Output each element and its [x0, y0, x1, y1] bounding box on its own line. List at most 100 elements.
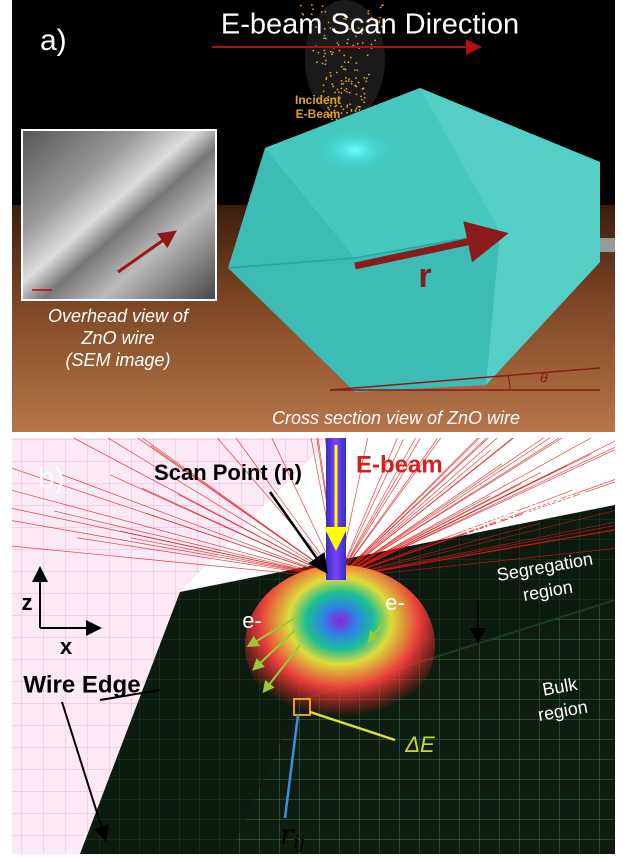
dot [361, 27, 364, 30]
dot [354, 69, 356, 71]
ray [12, 520, 339, 579]
dot [368, 73, 370, 76]
dot [310, 23, 313, 26]
scan-point-label: Scan Point (n) [154, 460, 302, 485]
electron-arrow [252, 629, 296, 671]
dot [357, 105, 360, 108]
ray [337, 548, 615, 579]
ray [337, 438, 515, 579]
dot [323, 34, 326, 37]
dot [324, 10, 327, 13]
dot [324, 63, 327, 66]
angle-line [329, 367, 601, 391]
dot [355, 85, 358, 88]
ray [141, 487, 339, 579]
dot [348, 91, 351, 94]
dot [356, 42, 359, 45]
beam-spot [315, 128, 395, 172]
wire-edge-label: Wire Edge [23, 671, 140, 698]
dot [370, 43, 373, 46]
dot [357, 27, 360, 30]
dot [327, 106, 330, 109]
dot [336, 42, 339, 44]
dot [347, 80, 350, 83]
dot [302, 13, 305, 16]
sem-caption: ZnO wire [80, 328, 154, 348]
ray [337, 438, 498, 579]
dot [334, 105, 337, 108]
dot [379, 6, 382, 9]
dot [337, 91, 340, 93]
dot [340, 32, 343, 34]
dot [359, 19, 362, 21]
incident-label: Incident [295, 93, 341, 107]
dot [360, 95, 362, 98]
electron-dots [299, 4, 384, 121]
beam-haze [305, 0, 385, 120]
dot [343, 68, 345, 70]
electron-label: e- [385, 590, 405, 615]
dot [352, 28, 354, 31]
dot [329, 104, 332, 107]
dot [349, 28, 351, 30]
electron-arrow [262, 644, 301, 694]
dot [334, 91, 336, 94]
dot [347, 61, 350, 64]
ray [72, 438, 339, 579]
ray [337, 438, 416, 579]
dot [340, 65, 343, 68]
dot [367, 10, 370, 12]
dot [324, 52, 327, 55]
dot [329, 75, 332, 77]
ray [337, 438, 563, 579]
dot [346, 106, 349, 108]
dot [337, 100, 340, 103]
ray [337, 438, 442, 579]
dot [370, 16, 373, 19]
sem-caption: (SEM image) [65, 350, 170, 370]
dot [299, 4, 302, 7]
distance-pointer [283, 714, 300, 819]
dot [367, 12, 370, 15]
dot [330, 53, 333, 56]
dot [335, 71, 338, 74]
scan-point-arrow [268, 491, 328, 575]
dot [361, 41, 364, 44]
dot [355, 93, 358, 96]
sem-arrow [117, 230, 177, 274]
dot [357, 81, 360, 84]
voxel [293, 698, 311, 716]
dot [322, 84, 325, 87]
dot [352, 44, 355, 47]
dot [374, 39, 377, 42]
dot [323, 27, 326, 30]
ray [77, 537, 339, 579]
dot [340, 105, 343, 108]
dot [322, 90, 325, 93]
ray [337, 438, 489, 579]
distance-base: r [280, 818, 295, 851]
dot [328, 114, 331, 117]
dot [345, 87, 348, 90]
dot [340, 87, 343, 90]
axis-label: x [60, 634, 73, 659]
dot [327, 21, 330, 24]
dot [309, 21, 312, 24]
wire-edge-arrow [61, 701, 110, 842]
dot [355, 62, 358, 64]
dot [343, 61, 346, 64]
ray [337, 449, 491, 579]
dot [343, 89, 346, 92]
ray [12, 489, 339, 579]
ray [337, 438, 560, 579]
dot [348, 78, 350, 80]
ray [58, 473, 339, 579]
ray [107, 438, 339, 579]
ray [337, 523, 540, 579]
dot [335, 118, 338, 121]
panel-b: b) Scan Point (n) E-beam Backscattered e… [12, 438, 615, 854]
dot [324, 59, 327, 62]
ray [337, 481, 615, 579]
dot [340, 83, 343, 85]
dot [363, 96, 366, 99]
